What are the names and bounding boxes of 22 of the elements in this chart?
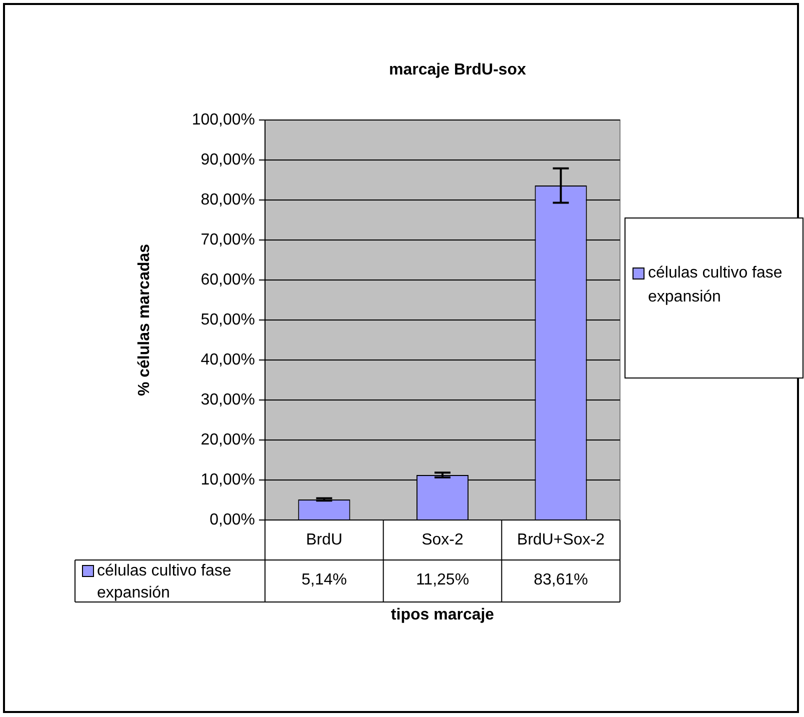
legend-label: células cultivo fase expansión [648,264,782,306]
x-axis-title: tipos marcaje [390,606,494,624]
y-tick-label: 0,00% [210,511,255,528]
y-tick-label: 40,00% [200,351,255,368]
text: células cultivo fase expansión [97,562,232,602]
y-tick-label: 10,00% [200,471,255,488]
y-tick-label: 90,00% [200,151,255,168]
y-tick-label: 30,00% [200,391,255,408]
y-tick-label: 50,00% [200,311,255,328]
data-label: 11,25% [416,571,470,588]
x-tick-label: BrdU [306,531,342,548]
y-tick-label: 20,00% [200,431,255,448]
data-label: 5,14% [301,571,347,588]
data-label: 83,61% [534,571,588,588]
y-tick-label: 80,00% [200,191,255,208]
chart-title: marcaje BrdU-sox [389,61,526,78]
y-tick-label: 70,00% [200,231,255,248]
x-tick-label: Sox-2 [422,531,464,548]
y-tick-label: 60,00% [200,271,255,288]
y-axis-title: % células marcadas [136,244,154,396]
y-tick-label: 100,00% [192,111,255,128]
x-tick-label: BrdU+Sox-2 [517,531,605,548]
